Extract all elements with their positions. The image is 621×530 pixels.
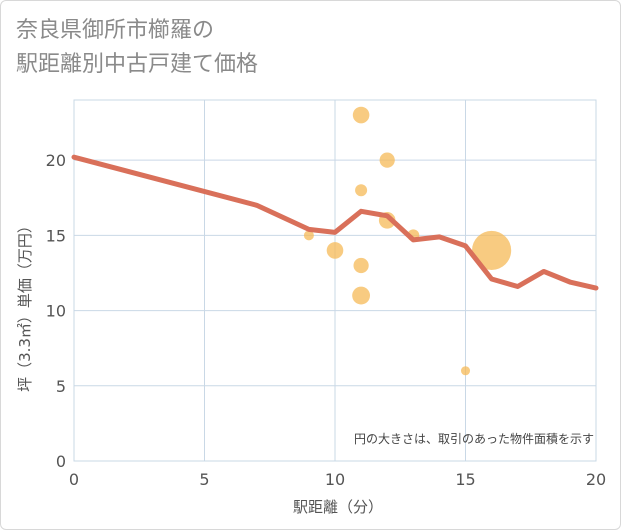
axis-layer: 0 5 10 15 20 0 5 10 15 20 [46, 151, 607, 489]
y-tick-label: 0 [56, 452, 66, 471]
x-tick-label: 20 [586, 470, 606, 489]
scatter-point [326, 242, 344, 259]
scatter-point [460, 366, 471, 376]
scatter-point [379, 152, 395, 168]
scatter-point [303, 230, 314, 241]
line-layer [71, 154, 599, 291]
title-line-2: 駅距離別中古戸建て価格 [16, 52, 259, 77]
x-tick-label: 0 [69, 470, 79, 489]
chart-title: 奈良県御所市櫛羅の 駅距離別中古戸建て価格 [16, 14, 258, 82]
x-tick-label: 15 [455, 470, 475, 489]
scatter-point [472, 230, 512, 271]
y-axis-label: 坪（3.3㎡）単価（万円） [16, 218, 34, 392]
scatter-point [352, 286, 371, 305]
trend-line [71, 154, 599, 291]
grid-layer [73, 99, 597, 462]
x-tick-label: 10 [325, 470, 345, 489]
size-note: 円の大きさは、取引のあった物件面積を示す [354, 431, 594, 446]
title-line-1: 奈良県御所市櫛羅の [16, 18, 215, 43]
x-tick-label: 5 [199, 470, 209, 489]
bubble-layer [303, 106, 512, 376]
y-tick-label: 10 [46, 302, 66, 321]
y-tick-label: 20 [46, 151, 66, 170]
x-axis-label: 駅距離（分） [293, 498, 383, 516]
y-tick-label: 5 [56, 377, 66, 396]
y-tick-label: 15 [46, 226, 66, 245]
scatter-point [355, 184, 368, 197]
scatter-point [352, 106, 370, 124]
scatter-point [353, 257, 369, 274]
